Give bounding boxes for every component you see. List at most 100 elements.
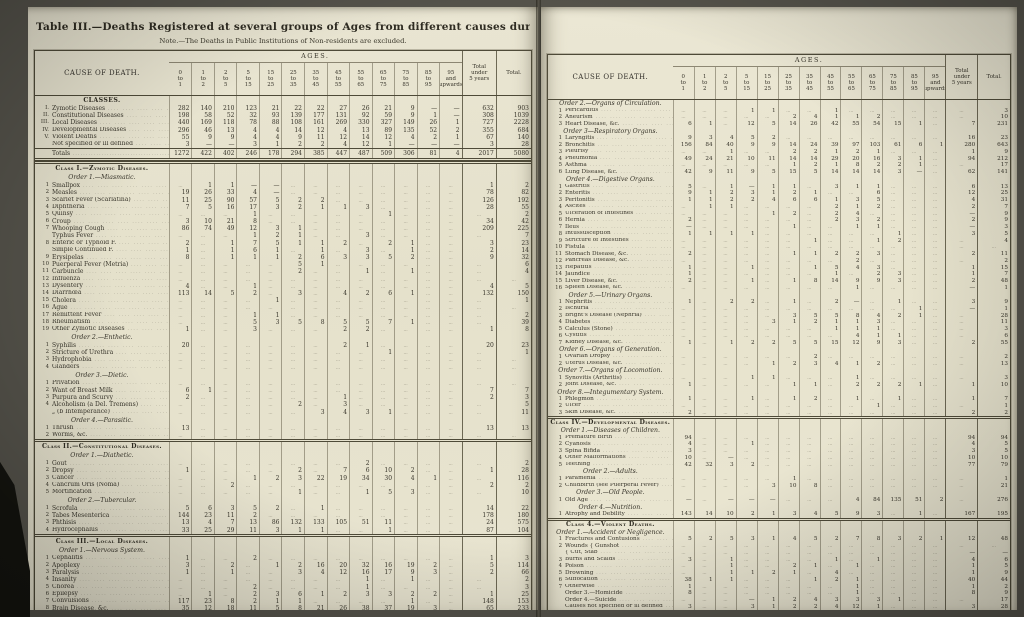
data-cell: 2 — [213, 562, 237, 570]
data-cell: 2 — [258, 474, 282, 482]
data-cell: 52 — [416, 126, 440, 134]
data-cell: … — [882, 549, 903, 557]
data-cell: … — [394, 261, 417, 269]
age-col-line: 45 — [334, 70, 342, 76]
data-cell: … — [924, 543, 945, 550]
empty-cell — [672, 175, 694, 184]
data-cell: … — [439, 246, 462, 254]
empty-cell — [903, 291, 924, 300]
data-cell: 1 — [672, 396, 694, 403]
data-cell: … — [371, 311, 395, 319]
data-cell: … — [735, 563, 757, 571]
data-cell: … — [281, 282, 304, 290]
row-number: 3 — [558, 556, 562, 563]
empty-cell — [714, 521, 736, 529]
row-label: Scrofula — [52, 505, 169, 512]
data-cell: 1 — [777, 570, 799, 577]
data-cell: … — [882, 326, 903, 333]
data-cell: … — [840, 190, 861, 198]
data-cell: … — [756, 381, 778, 389]
data-cell: … — [924, 169, 945, 176]
age-col-line: to — [848, 80, 855, 86]
age-col-line: 0 — [178, 70, 182, 76]
age-col-header: 15 to 25 — [756, 67, 778, 99]
data-cell: … — [924, 511, 945, 519]
row-label: Hernia — [565, 217, 673, 224]
data-cell: … — [882, 543, 903, 550]
row-label: Old Age — [565, 497, 673, 504]
row-label: Pancreas Disease, &c. — [565, 258, 673, 265]
data-cell: … — [416, 512, 440, 520]
data-cell: … — [861, 482, 882, 490]
data-cell: … — [735, 434, 757, 442]
empty-cell — [191, 496, 214, 506]
data-cell: … — [882, 244, 903, 252]
data-cell: … — [304, 268, 327, 276]
data-cell: 105 — [326, 519, 350, 527]
row-number: 3 — [45, 569, 49, 576]
data-cell: … — [394, 189, 417, 197]
data-cell: … — [439, 210, 462, 219]
data-cell: … — [693, 549, 715, 557]
data-cell: … — [903, 271, 924, 279]
data-cell: … — [819, 396, 841, 403]
data-cell: … — [714, 284, 736, 292]
data-cell: … — [394, 363, 417, 371]
data-cell: 2 — [281, 196, 304, 204]
data-cell: … — [693, 475, 715, 483]
row-number: III. — [40, 119, 49, 126]
empty-cell — [236, 545, 259, 555]
data-cell: 1 — [924, 536, 945, 544]
row-label-cell: 5 Teething — [548, 462, 673, 469]
data-cell: 282 — [168, 105, 192, 113]
data-cell: 9 — [977, 299, 1010, 306]
data-cell: … — [281, 554, 304, 562]
empty-cell — [258, 536, 282, 546]
data-cell: … — [861, 375, 882, 382]
data-cell: … — [258, 512, 282, 520]
data-cell: … — [281, 481, 304, 489]
data-cell: 13 — [236, 519, 259, 527]
row-label-cell: 2 Childbirth (see Puerperal Fever) — [548, 483, 673, 490]
empty-cell — [714, 388, 736, 397]
data-cell: 89 — [371, 126, 395, 134]
data-cell: … — [213, 342, 237, 350]
row-number: 4 — [558, 203, 562, 210]
data-cell: 82 — [495, 189, 531, 197]
data-cell: 23 — [495, 239, 531, 247]
data-cell: 1 — [714, 563, 736, 571]
row-label-cell: 3 Heart Disease, &c. — [548, 121, 673, 128]
row-label: Synovitis (Arthritis) — [565, 375, 673, 382]
data-cell: … — [735, 237, 757, 245]
empty-cell — [903, 419, 924, 427]
row-number: 2 — [558, 543, 562, 550]
data-cell: … — [304, 460, 327, 468]
data-cell: … — [168, 210, 192, 219]
data-cell: … — [903, 543, 924, 550]
data-cell: 1 — [416, 474, 440, 482]
data-cell: 6 — [495, 261, 531, 269]
row-label-cell: 2 Measles — [35, 189, 169, 196]
data-cell: 26 — [798, 121, 820, 128]
age-col-line: 15 — [764, 74, 772, 80]
data-cell: 1 — [281, 239, 304, 247]
data-cell: 8 — [861, 536, 882, 544]
data-cell: 5 — [977, 230, 1010, 238]
data-cell: … — [903, 461, 924, 469]
table-header: CAUSE OF DEATH. AGES. 0 to 1 1 to 2 2 to 5 5 to 15 15 t… — [35, 51, 531, 96]
data-cell: 1 — [191, 182, 214, 190]
data-cell: 5 — [672, 183, 694, 191]
empty-cell — [861, 100, 882, 108]
heading-cell: Order 3—Respiratory Organs. — [548, 128, 673, 136]
data-cell: … — [714, 114, 736, 122]
data-cell: 116 — [495, 474, 531, 482]
data-cell: 1 — [714, 570, 736, 577]
row-label: Influenza — [52, 276, 169, 283]
data-cell: … — [798, 326, 820, 333]
data-cell: … — [693, 381, 715, 389]
heading-cell: Order 2.—Enthetic. — [35, 333, 169, 342]
under5-line: under — [953, 74, 970, 80]
data-cell: 13 — [977, 183, 1010, 191]
data-cell: 1 — [693, 576, 715, 584]
